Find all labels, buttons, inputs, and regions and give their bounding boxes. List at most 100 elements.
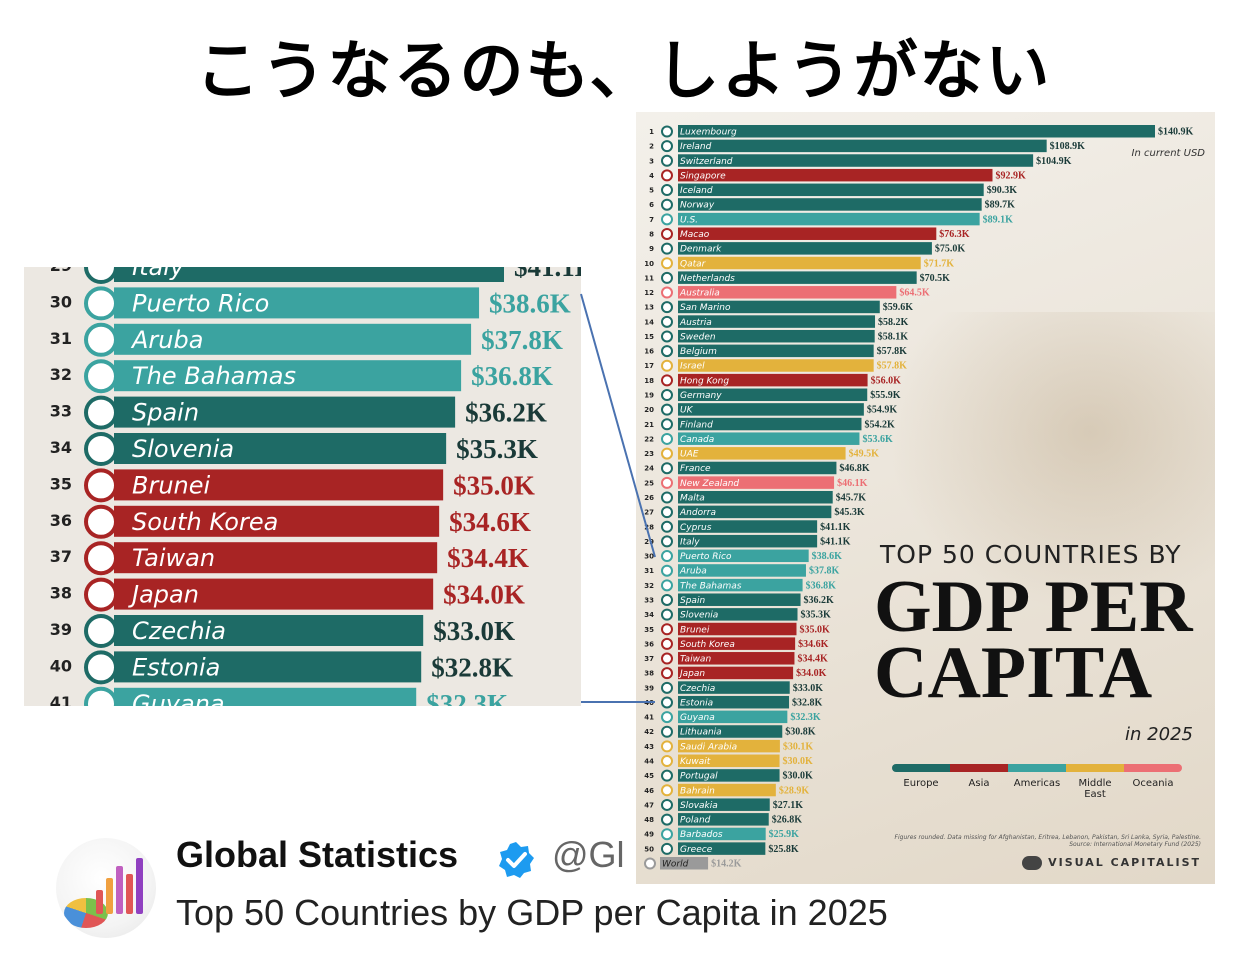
value-label: $27.1K <box>773 800 804 811</box>
rank-label: 25 <box>644 479 654 487</box>
bar <box>678 286 897 299</box>
value-label: $45.3K <box>834 507 865 518</box>
bar-row-spain: 33 Spain $36.2K <box>644 593 834 606</box>
rank-label: 29 <box>644 538 654 546</box>
bar-row-guyana: 41 Guyana $32.3K <box>644 710 821 724</box>
flag-icon <box>661 286 673 299</box>
flag-icon <box>84 650 118 685</box>
bar <box>114 542 438 574</box>
flag-icon <box>661 213 673 226</box>
value-label: $54.9K <box>867 405 898 416</box>
country-label: Netherlands <box>680 274 735 284</box>
country-label: Lithuania <box>680 728 722 738</box>
zoom-row-slovenia: 34 Slovenia $35.3K <box>50 432 538 466</box>
flag-icon <box>661 579 673 592</box>
bar <box>114 287 480 319</box>
flag-icon <box>661 389 673 402</box>
flag-icon <box>84 395 118 430</box>
bar-row-kuwait: 44 Kuwait $30.0K <box>644 754 813 768</box>
bar <box>678 769 780 782</box>
bar-row-netherlands: 11 Netherlands $70.5K <box>644 271 950 284</box>
rank-label: 30 <box>50 292 72 311</box>
zoom-row-guyana: 41 Guyana $32.3K <box>50 686 508 706</box>
zoom-row-the-bahamas: 32 The Bahamas $36.8K <box>50 359 553 394</box>
country-label: Qatar <box>680 259 707 269</box>
rank-label: 34 <box>644 611 654 619</box>
bar-row-world: World $14.2K <box>644 857 742 870</box>
bar <box>678 725 783 738</box>
bar-row-sweden: 15 Sweden $58.1K <box>644 329 908 343</box>
rank-label: 32 <box>50 365 72 384</box>
legend-label-europe: Europe <box>903 778 939 789</box>
bar-row-the-bahamas: 32 The Bahamas $36.8K <box>644 578 836 592</box>
zoomed-bar-chart: 29 Italy $41.1K 30 Puerto Rico $38.6K 31 Aruba $… <box>50 267 581 706</box>
avatar[interactable] <box>56 838 156 938</box>
flag-icon <box>661 784 673 797</box>
rank-label: 20 <box>644 406 654 414</box>
country-label: Austria <box>679 318 712 328</box>
value-label: $92.9K <box>996 170 1026 181</box>
country-label: Slovenia <box>680 611 718 621</box>
bar-row-austria: 14 Austria $58.2K <box>644 315 909 328</box>
rank-label: 28 <box>644 523 654 531</box>
country-label: Spain <box>680 596 705 606</box>
country-label: World <box>662 860 689 870</box>
gdp-bar-chart: 1 Luxembourg $140.9K 2 Ireland $108.9K 3 Switze… <box>644 125 1194 870</box>
legend-swatch-asia <box>950 764 1008 772</box>
country-label: Portugal <box>680 772 718 782</box>
bar <box>114 615 424 646</box>
country-label: South Korea <box>132 508 278 536</box>
country-label: Taiwan <box>680 655 711 665</box>
rank-label: 36 <box>50 511 72 530</box>
bar <box>678 695 790 709</box>
bar <box>678 373 868 387</box>
flag-icon <box>661 169 673 182</box>
bar <box>114 651 422 683</box>
rank-label: 3 <box>649 157 654 165</box>
country-label: UK <box>680 406 694 416</box>
value-label: $57.8K <box>877 346 908 357</box>
zoom-row-czechia: 39 Czechia $33.0K <box>50 614 515 648</box>
tweet-handle[interactable]: @Gl <box>552 834 625 875</box>
value-label: $90.3K <box>987 185 1018 196</box>
bar <box>678 315 876 328</box>
value-label: $64.5K <box>899 288 930 299</box>
value-label: $25.9K <box>769 829 800 840</box>
bar-row-denmark: 9 Denmark $75.0K <box>649 242 965 255</box>
flag-icon <box>661 227 673 240</box>
value-label: $41.1K <box>820 536 851 547</box>
flag-icon <box>661 637 673 650</box>
bar <box>678 403 864 416</box>
tweet-author-name[interactable]: Global Statistics <box>176 834 459 875</box>
bar <box>678 534 818 548</box>
flag-icon <box>84 686 118 706</box>
bar <box>114 505 440 537</box>
bar <box>678 652 795 665</box>
gdp-infographic: 1 Luxembourg $140.9K 2 Ireland $108.9K 3 Switze… <box>636 112 1215 884</box>
value-label: $14.2K <box>711 859 742 870</box>
logo-mark-icon <box>1022 856 1043 870</box>
value-label: $32.8K <box>431 652 513 682</box>
legend-swatch-americas <box>1008 764 1066 772</box>
value-label: $140.9K <box>1158 127 1194 138</box>
flag-icon <box>84 286 118 321</box>
zoom-row-estonia: 40 Estonia $32.8K <box>50 650 513 685</box>
bar-row-japan: 38 Japan $34.0K <box>644 666 827 680</box>
flag-icon <box>84 577 118 612</box>
chart-subtitle-year: in 2025 <box>1125 724 1193 745</box>
flag-icon <box>661 842 673 855</box>
bar-row-saudi-arabia: 43 Saudi Arabia $30.1K <box>644 739 813 753</box>
bar <box>678 666 794 680</box>
bar <box>678 783 776 797</box>
legend-labels: Europe Asia Americas Middle East Oceania <box>892 778 1182 800</box>
bar <box>678 578 803 592</box>
bar-row-czechia: 39 Czechia $33.0K <box>644 681 823 694</box>
country-label: Brunei <box>132 471 211 499</box>
legend-label-americas: Americas <box>1013 778 1061 789</box>
country-label: Macao <box>680 230 710 240</box>
rank-label: 50 <box>644 845 654 853</box>
value-label: $41.1K <box>820 522 851 533</box>
bar <box>678 227 937 240</box>
bar <box>678 139 1047 153</box>
zoom-row-spain: 33 Spain $36.2K <box>50 395 547 430</box>
